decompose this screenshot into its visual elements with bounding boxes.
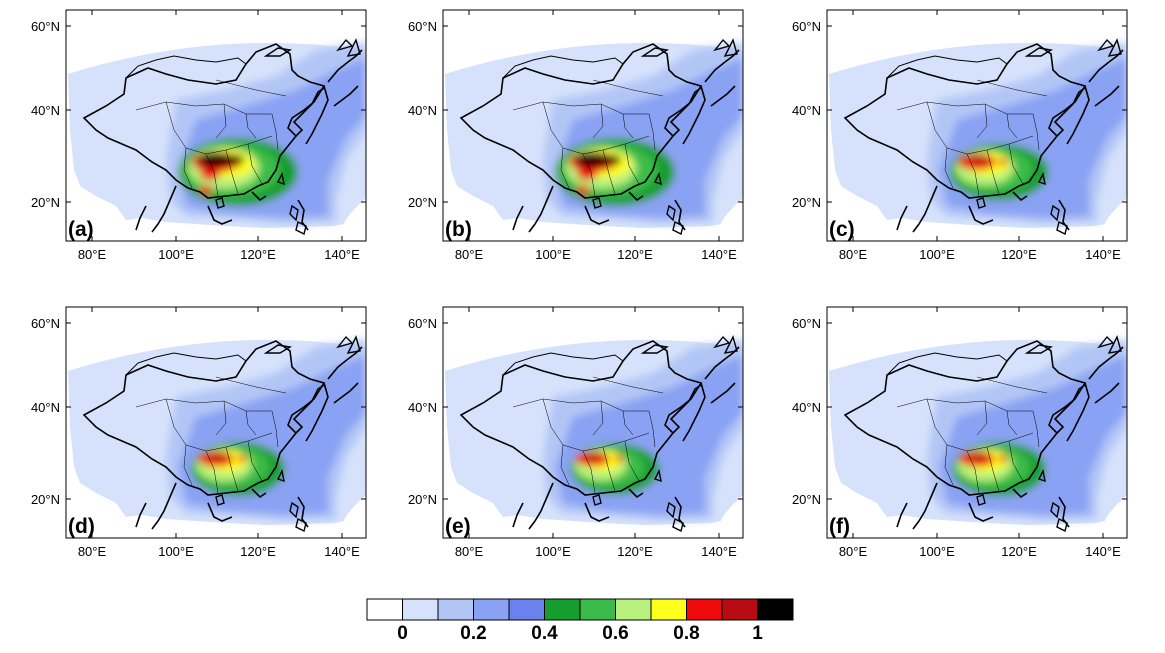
map-boundaries (82, 38, 363, 236)
colorbar: 0 0.2 0.4 0.6 0.8 1 (366, 598, 794, 644)
panel-label: (a) (68, 218, 94, 241)
colorbar-swatch (473, 598, 510, 621)
colorbar-swatch (721, 598, 758, 621)
panel-label: (d) (68, 515, 95, 538)
lon-tick-label: 100°E (535, 247, 571, 262)
concentration-field (68, 339, 366, 525)
map-panel: 80°E 100°E 120°E 140°E 20°N 40°N 60°N (c) (792, 9, 1128, 262)
lat-tick-label: 20°N (792, 195, 821, 210)
lat-tick-label: 40°N (792, 103, 821, 118)
colorbar-swatch (686, 598, 723, 621)
lon-tick-label: 120°E (617, 247, 653, 262)
colorbar-tick-label: 1 (752, 623, 763, 644)
lat-tick-label: 40°N (408, 103, 437, 118)
lon-tick-label: 120°E (1001, 544, 1037, 559)
colorbar-swatch (437, 598, 474, 621)
colorbar-tick-label: 0.4 (531, 623, 558, 644)
concentration-field (829, 42, 1127, 228)
lat-tick-label: 40°N (31, 103, 60, 118)
lat-tick-label: 60°N (792, 316, 821, 331)
lon-tick-label: 120°E (1001, 247, 1037, 262)
lat-tick-label: 20°N (792, 492, 821, 507)
colorbar-swatch (757, 598, 794, 621)
panel-label: (b) (445, 218, 472, 241)
colorbar-swatch (402, 598, 439, 621)
lon-tick-label: 140°E (701, 544, 737, 559)
lon-tick-label: 120°E (617, 544, 653, 559)
map-boundaries (843, 38, 1124, 236)
lon-tick-label: 80°E (455, 544, 484, 559)
map-boundaries (459, 38, 740, 236)
lon-tick-label: 100°E (919, 247, 955, 262)
colorbar-tick-label: 0.6 (602, 623, 628, 644)
map-frame (442, 306, 744, 539)
map-frame (65, 9, 367, 242)
map-panel: 80°E 100°E 120°E 140°E 20°N 40°N 60°N (d) (31, 306, 367, 559)
lat-tick-label: 40°N (792, 400, 821, 415)
colorbar-tick-label: 0.8 (673, 623, 699, 644)
colorbar-swatch (544, 598, 581, 621)
lon-tick-label: 120°E (240, 544, 276, 559)
lat-tick-label: 60°N (408, 19, 437, 34)
lat-tick-label: 20°N (31, 195, 60, 210)
lon-tick-label: 100°E (535, 544, 571, 559)
panel-label: (e) (445, 515, 471, 538)
lat-tick-label: 60°N (31, 19, 60, 34)
map-frame (826, 306, 1128, 539)
lat-tick-label: 20°N (408, 492, 437, 507)
lon-tick-label: 140°E (324, 544, 360, 559)
map-frame (826, 9, 1128, 242)
lon-tick-label: 80°E (839, 544, 868, 559)
colorbar-swatch (579, 598, 616, 621)
map-panel: 80°E 100°E 120°E 140°E 20°N 40°N 60°N (a) (31, 9, 367, 262)
lon-tick-label: 120°E (240, 247, 276, 262)
lat-tick-label: 40°N (408, 400, 437, 415)
lat-tick-label: 60°N (408, 316, 437, 331)
colorbar-swatch (366, 598, 403, 621)
lon-tick-label: 100°E (158, 544, 194, 559)
map-boundaries (459, 335, 740, 533)
concentration-field (68, 42, 366, 228)
map-panel: 80°E 100°E 120°E 140°E 20°N 40°N 60°N (e) (408, 306, 744, 559)
map-boundaries (843, 335, 1124, 533)
map-panel: 80°E 100°E 120°E 140°E 20°N 40°N 60°N (b) (408, 9, 744, 262)
lon-tick-label: 80°E (78, 247, 107, 262)
panel-label: (f) (829, 515, 850, 538)
lon-tick-label: 140°E (1085, 544, 1121, 559)
lon-tick-label: 80°E (839, 247, 868, 262)
lat-tick-label: 20°N (31, 492, 60, 507)
colorbar-tick-label: 0.2 (460, 623, 486, 644)
lon-tick-label: 80°E (455, 247, 484, 262)
lon-tick-label: 140°E (701, 247, 737, 262)
lon-tick-label: 100°E (158, 247, 194, 262)
lon-tick-label: 140°E (324, 247, 360, 262)
lon-tick-label: 140°E (1085, 247, 1121, 262)
colorbar-tick-label: 0 (397, 623, 408, 644)
colorbar-swatch (508, 598, 545, 621)
map-panel: 80°E 100°E 120°E 140°E 20°N 40°N 60°N (f) (792, 306, 1128, 559)
lat-tick-label: 60°N (31, 316, 60, 331)
lon-tick-label: 100°E (919, 544, 955, 559)
map-frame (65, 306, 367, 539)
map-frame (442, 9, 744, 242)
lat-tick-label: 60°N (792, 19, 821, 34)
colorbar-swatch (650, 598, 687, 621)
map-boundaries (82, 335, 363, 533)
concentration-field (445, 42, 743, 228)
colorbar-swatch (615, 598, 652, 621)
lon-tick-label: 80°E (78, 544, 107, 559)
concentration-field (445, 339, 743, 525)
lat-tick-label: 20°N (408, 195, 437, 210)
panel-label: (c) (829, 218, 855, 241)
lat-tick-label: 40°N (31, 400, 60, 415)
concentration-field (829, 339, 1127, 525)
